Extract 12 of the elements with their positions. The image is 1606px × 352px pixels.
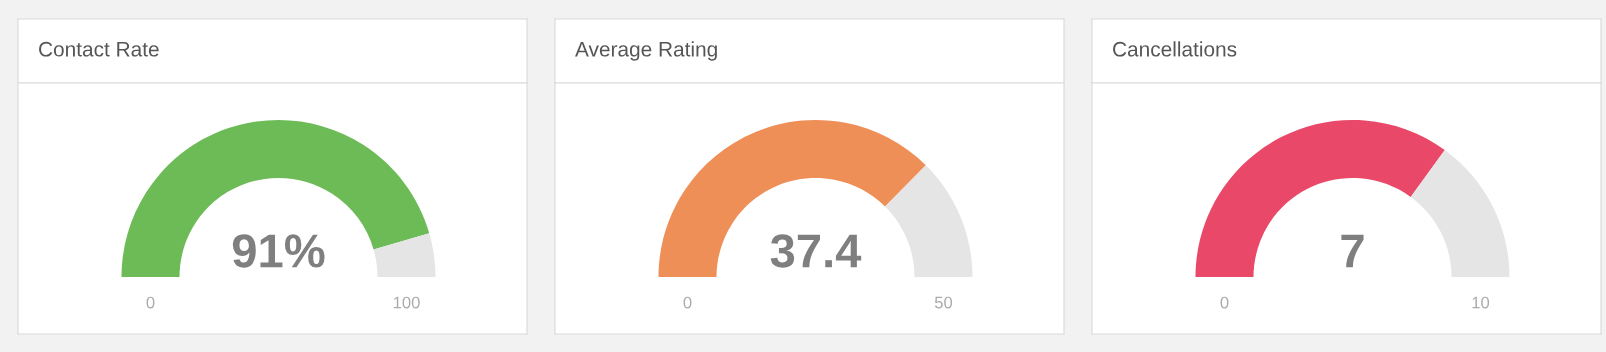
text: 50 <box>934 296 953 309</box>
chart-title: Average Rating <box>575 41 717 61</box>
data-label: 7 <box>1341 234 1364 268</box>
text: 0 <box>683 296 692 309</box>
text: 0 <box>146 296 155 309</box>
chart-title: Contact Rate <box>39 41 159 57</box>
text: 10 <box>1472 296 1490 309</box>
text: 100 <box>393 296 420 309</box>
data-label: 37.4 <box>770 234 862 268</box>
text: 0 <box>1220 296 1229 309</box>
chart-title: Cancellations <box>1113 41 1237 57</box>
data-label: 91% <box>232 234 325 268</box>
